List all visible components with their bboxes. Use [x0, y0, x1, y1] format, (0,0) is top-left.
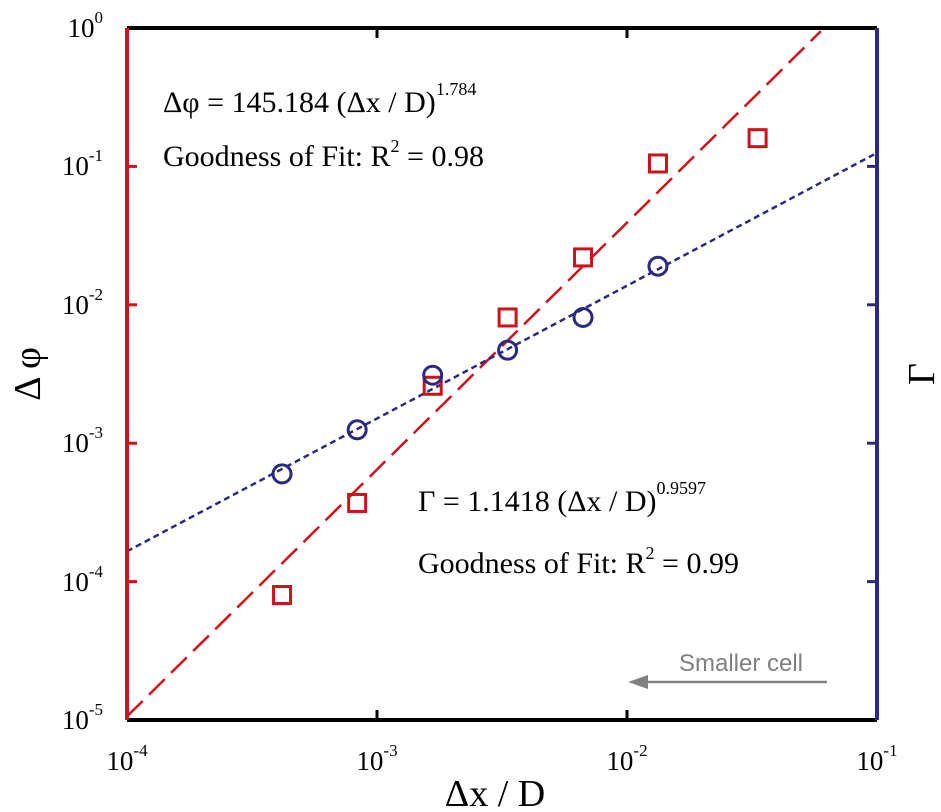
- x-axis-title: Δx / D: [445, 773, 545, 812]
- circle-point-2: [422, 364, 444, 386]
- x-tick-labels: 10-4 10-3 10-2 10-1: [106, 741, 897, 776]
- tick-marks: [125, 26, 879, 722]
- y-axis-title-right: Γ: [901, 363, 941, 385]
- circle-point-4: [572, 306, 594, 328]
- y-axis-title-left: Δ φ: [7, 347, 49, 401]
- square-point-5: [647, 153, 668, 174]
- left-arrow-icon: [628, 675, 827, 689]
- x-tick-label-3: 10-1: [856, 741, 897, 776]
- smaller-cell-label: Smaller cell: [679, 650, 803, 677]
- gamma-equation: Γ = 1.1418 (Δx / D)0.9597: [418, 478, 706, 518]
- y-tick-label-4: 10-1: [62, 146, 103, 181]
- square-point-6: [747, 128, 768, 149]
- circle-point-5: [647, 255, 669, 277]
- square-point-0: [272, 585, 293, 606]
- fit-line-0: [126, 30, 822, 718]
- y-tick-label-5: 100: [68, 8, 104, 43]
- y-tick-labels: 10-5 10-4 10-3 10-2 10-1 100: [62, 8, 104, 735]
- square-point-1: [347, 492, 368, 513]
- x-tick-label-0: 10-4: [106, 741, 148, 776]
- circle-point-3: [497, 339, 519, 361]
- y-tick-label-0: 10-5: [62, 700, 103, 735]
- y-tick-label-1: 10-4: [62, 562, 104, 597]
- phi-goodness-of-fit: Goodness of Fit: R2 = 0.98: [163, 136, 484, 173]
- phi-equation: Δφ = 145.184 (Δx / D)1.784: [163, 79, 476, 119]
- circle-point-1: [346, 419, 368, 441]
- square-point-4: [573, 247, 594, 268]
- x-tick-label-2: 10-2: [606, 741, 647, 776]
- x-tick-label-1: 10-3: [356, 741, 397, 776]
- y-tick-label-3: 10-2: [62, 285, 103, 320]
- fit-line-1: [126, 151, 878, 553]
- data-points: [271, 128, 768, 606]
- square-point-2: [422, 375, 443, 396]
- y-tick-label-2: 10-3: [62, 423, 103, 458]
- fit-lines: [126, 30, 878, 718]
- square-point-3: [497, 307, 518, 328]
- circle-point-0: [271, 463, 293, 485]
- gamma-goodness-of-fit: Goodness of Fit: R2 = 0.99: [418, 543, 739, 580]
